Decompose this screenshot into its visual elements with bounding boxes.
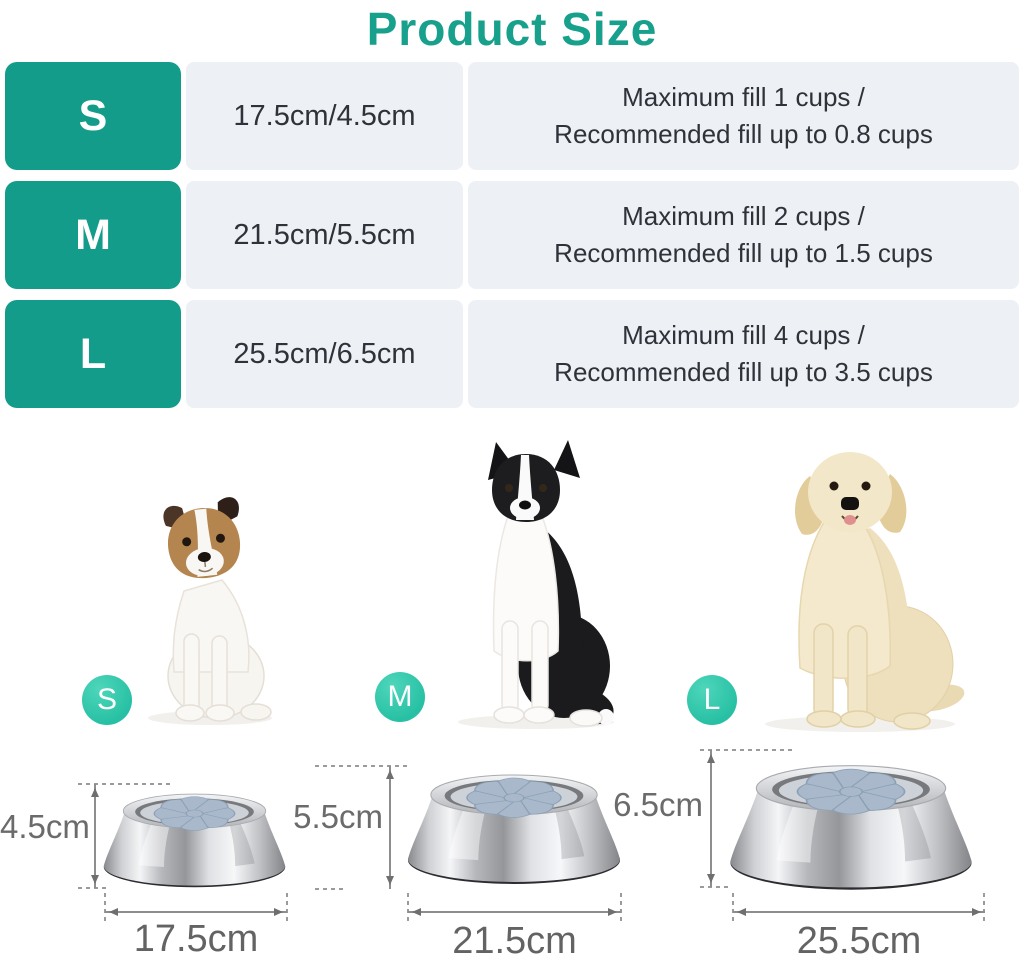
small-bowl-bottom-extension-line xyxy=(78,887,108,889)
size-marker-l: L xyxy=(687,675,737,725)
dimensions-cell-m: 21.5cm/5.5cm xyxy=(186,181,463,289)
small-bowl-top-extension-line xyxy=(78,783,170,785)
small-bowl-width-dimension-line xyxy=(105,908,287,916)
medium-bowl-height-label: 5.5cm xyxy=(293,798,383,835)
medium-bowl-width-label: 21.5cm xyxy=(452,920,577,956)
medium-bowl-left-extension-line xyxy=(407,893,409,925)
medium-bowl-width-dimension-line xyxy=(408,908,621,916)
large-bowl-bottom-extension-line xyxy=(700,886,730,888)
small-bowl-left-extension-line xyxy=(104,893,106,925)
fill-line-2: Recommended fill up to 1.5 cups xyxy=(554,238,933,268)
fill-info-cell-l: Maximum fill 4 cups / Recommended fill u… xyxy=(468,300,1019,408)
medium-bowl-height-dimension-line xyxy=(386,766,394,889)
medium-dog-image xyxy=(458,440,614,729)
large-bowl-height-label: 6.5cm xyxy=(613,786,703,823)
small-bowl-height-dimension-line xyxy=(91,784,99,888)
size-marker-s: S xyxy=(82,675,132,725)
fill-line-2: Recommended fill up to 0.8 cups xyxy=(554,119,933,149)
medium-bowl-right-extension-line xyxy=(620,893,622,925)
fill-line-1: Maximum fill 4 cups / xyxy=(622,320,865,350)
fill-info-cell-m: Maximum fill 2 cups / Recommended fill u… xyxy=(468,181,1019,289)
small-bowl-height-label: 4.5cm xyxy=(0,808,90,845)
medium-bowl-bottom-extension-line xyxy=(315,888,345,890)
large-dog-image xyxy=(765,452,965,732)
large-bowl-width-label: 25.5cm xyxy=(796,920,922,956)
large-bowl-width-dimension-line xyxy=(733,908,985,916)
medium-bowl-image xyxy=(405,762,623,886)
fill-info-cell-s: Maximum fill 1 cups / Recommended fill u… xyxy=(468,62,1019,170)
fill-line-1: Maximum fill 2 cups / xyxy=(622,201,865,231)
fill-line-1: Maximum fill 1 cups / xyxy=(622,82,865,112)
large-bowl-height-dimension-line xyxy=(707,750,715,887)
dimensions-cell-l: 25.5cm/6.5cm xyxy=(186,300,463,408)
size-marker-m: M xyxy=(375,672,425,722)
page-title: Product Size xyxy=(366,3,658,55)
small-bowl-image xyxy=(101,783,288,889)
medium-bowl-top-extension-line xyxy=(315,765,407,767)
small-dog-image xyxy=(148,497,272,725)
small-bowl-right-extension-line xyxy=(286,893,288,925)
size-cell-s: S xyxy=(5,62,181,170)
fill-line-2: Recommended fill up to 3.5 cups xyxy=(554,357,933,387)
size-cell-m: M xyxy=(5,181,181,289)
large-bowl-right-extension-line xyxy=(983,893,985,925)
size-cell-l: L xyxy=(5,300,181,408)
dimensions-cell-s: 17.5cm/4.5cm xyxy=(186,62,463,170)
large-bowl-top-extension-line xyxy=(700,749,792,751)
large-bowl-left-extension-line xyxy=(732,893,734,925)
small-bowl-width-label: 17.5cm xyxy=(133,918,259,956)
large-bowl-image xyxy=(727,751,975,892)
